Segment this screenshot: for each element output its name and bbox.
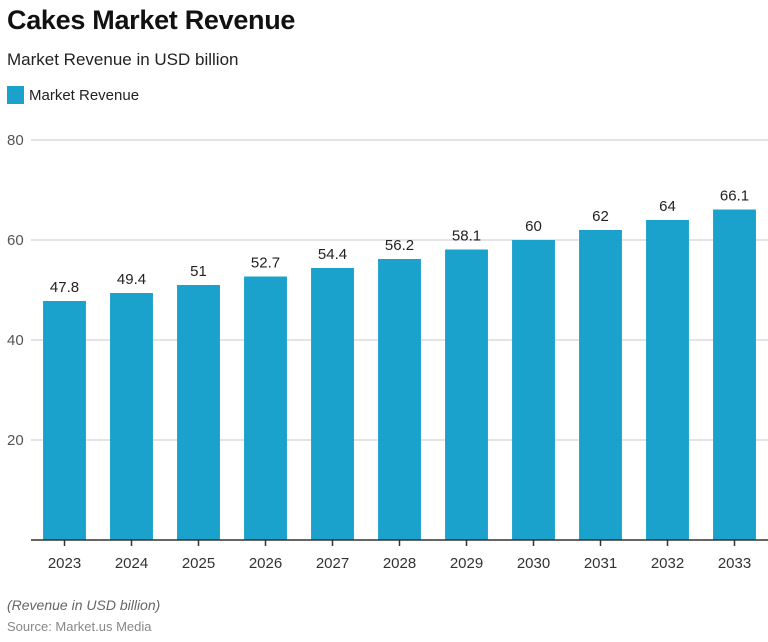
bar xyxy=(244,276,287,540)
data-label: 47.8 xyxy=(50,279,79,296)
y-tick-label: 80 xyxy=(7,132,24,149)
y-tick-label: 40 xyxy=(7,332,24,349)
legend: Market Revenue xyxy=(7,86,139,104)
bar xyxy=(512,240,555,540)
bar xyxy=(445,249,488,540)
data-label: 62 xyxy=(592,208,609,225)
chart-source: Source: Market.us Media xyxy=(7,619,152,634)
bar xyxy=(579,230,622,540)
data-label: 64 xyxy=(659,198,676,215)
chart-subtitle: Market Revenue in USD billion xyxy=(7,50,239,69)
y-tick-label: 20 xyxy=(7,432,24,449)
bar xyxy=(713,209,756,540)
data-label: 51 xyxy=(190,263,207,280)
x-tick-label: 2032 xyxy=(651,555,684,572)
data-label: 49.4 xyxy=(117,271,146,288)
bar xyxy=(177,285,220,540)
x-tick-label: 2033 xyxy=(718,555,751,572)
data-label: 66.1 xyxy=(720,188,749,205)
bar xyxy=(311,268,354,540)
x-tick-label: 2028 xyxy=(383,555,416,572)
data-label: 60 xyxy=(525,218,542,235)
x-tick-label: 2025 xyxy=(182,555,215,572)
legend-label: Market Revenue xyxy=(29,86,140,104)
x-tick-label: 2030 xyxy=(517,555,550,572)
chart-note: (Revenue in USD billion) xyxy=(7,597,161,613)
x-tick-label: 2031 xyxy=(584,555,617,572)
data-label: 52.7 xyxy=(251,255,280,272)
data-label: 58.1 xyxy=(452,228,481,245)
x-tick-label: 2024 xyxy=(115,555,148,572)
x-tick-label: 2029 xyxy=(450,555,483,572)
x-tick-label: 2026 xyxy=(249,555,282,572)
bar xyxy=(43,301,86,540)
bar xyxy=(646,220,689,540)
data-label: 56.2 xyxy=(385,237,414,254)
data-label: 54.4 xyxy=(318,246,347,263)
y-tick-label: 60 xyxy=(7,232,24,249)
legend-swatch xyxy=(7,86,24,104)
x-tick-label: 2027 xyxy=(316,555,349,572)
bar xyxy=(378,259,421,540)
bar xyxy=(110,293,153,540)
x-tick-label: 2023 xyxy=(48,555,81,572)
chart-title: Cakes Market Revenue xyxy=(7,5,296,35)
